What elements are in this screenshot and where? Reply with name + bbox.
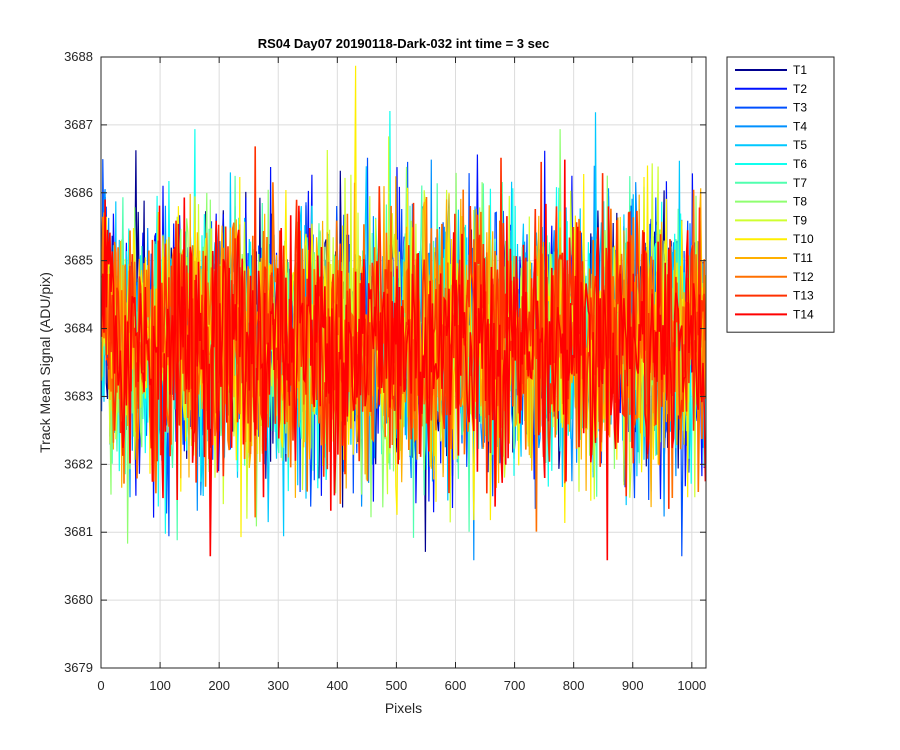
x-tick-label: 0 (97, 678, 104, 693)
legend-label-t7: T7 (793, 176, 807, 190)
legend-label-t12: T12 (793, 270, 814, 284)
x-tick-label: 900 (622, 678, 644, 693)
x-tick-label: 400 (326, 678, 348, 693)
legend-label-t1: T1 (793, 63, 807, 77)
y-axis-ticks: 3679 3680 3681 3682 3683 3684 3685 3686 3687 3688 (64, 49, 706, 675)
legend-label-t6: T6 (793, 157, 807, 171)
legend-label-t13: T13 (793, 289, 814, 303)
y-tick-label: 3686 (64, 185, 93, 200)
legend-label-t11: T11 (793, 251, 813, 265)
x-tick-label: 600 (445, 678, 467, 693)
legend-label-t4: T4 (793, 119, 807, 133)
y-tick-label: 3680 (64, 592, 93, 607)
y-tick-label: 3679 (64, 660, 93, 675)
y-tick-label: 3685 (64, 253, 93, 268)
series-line-t14 (101, 159, 706, 561)
legend-label-t10: T10 (793, 232, 814, 246)
legend-label-t14: T14 (793, 307, 814, 321)
y-tick-label: 3687 (64, 117, 93, 132)
y-tick-label: 3688 (64, 49, 93, 64)
axes-frame (100, 56, 707, 669)
y-tick-label: 3681 (64, 524, 93, 539)
legend-label-t5: T5 (793, 138, 807, 152)
x-tick-label: 200 (208, 678, 230, 693)
x-tick-label: 100 (149, 678, 171, 693)
x-tick-label: 700 (504, 678, 526, 693)
legend-box (726, 56, 835, 333)
y-tick-label: 3682 (64, 456, 93, 471)
x-axis-label: Pixels (385, 700, 422, 716)
legend: T1 T2 T3 T4 T5 T6 T7 T8 T9 T10 T11 T12 T13 T14 (726, 56, 835, 333)
x-tick-label: 300 (267, 678, 289, 693)
chart-title: RS04 Day07 20190118-Dark-032 int time = … (258, 36, 550, 51)
x-tick-label: 1000 (677, 678, 706, 693)
legend-label-t2: T2 (793, 82, 807, 96)
y-tick-label: 3684 (64, 321, 93, 336)
legend-label-t9: T9 (793, 213, 807, 227)
series-lines (101, 65, 706, 561)
legend-label-t8: T8 (793, 195, 807, 209)
y-axis-label: Track Mean Signal (ADU/pix) (37, 272, 53, 453)
x-tick-label: 500 (386, 678, 408, 693)
y-tick-label: 3683 (64, 388, 93, 403)
legend-label-t3: T3 (793, 101, 807, 115)
x-tick-label: 800 (563, 678, 585, 693)
x-axis-ticks: 0 100 200 300 400 500 600 700 800 900 1000 (97, 57, 706, 693)
